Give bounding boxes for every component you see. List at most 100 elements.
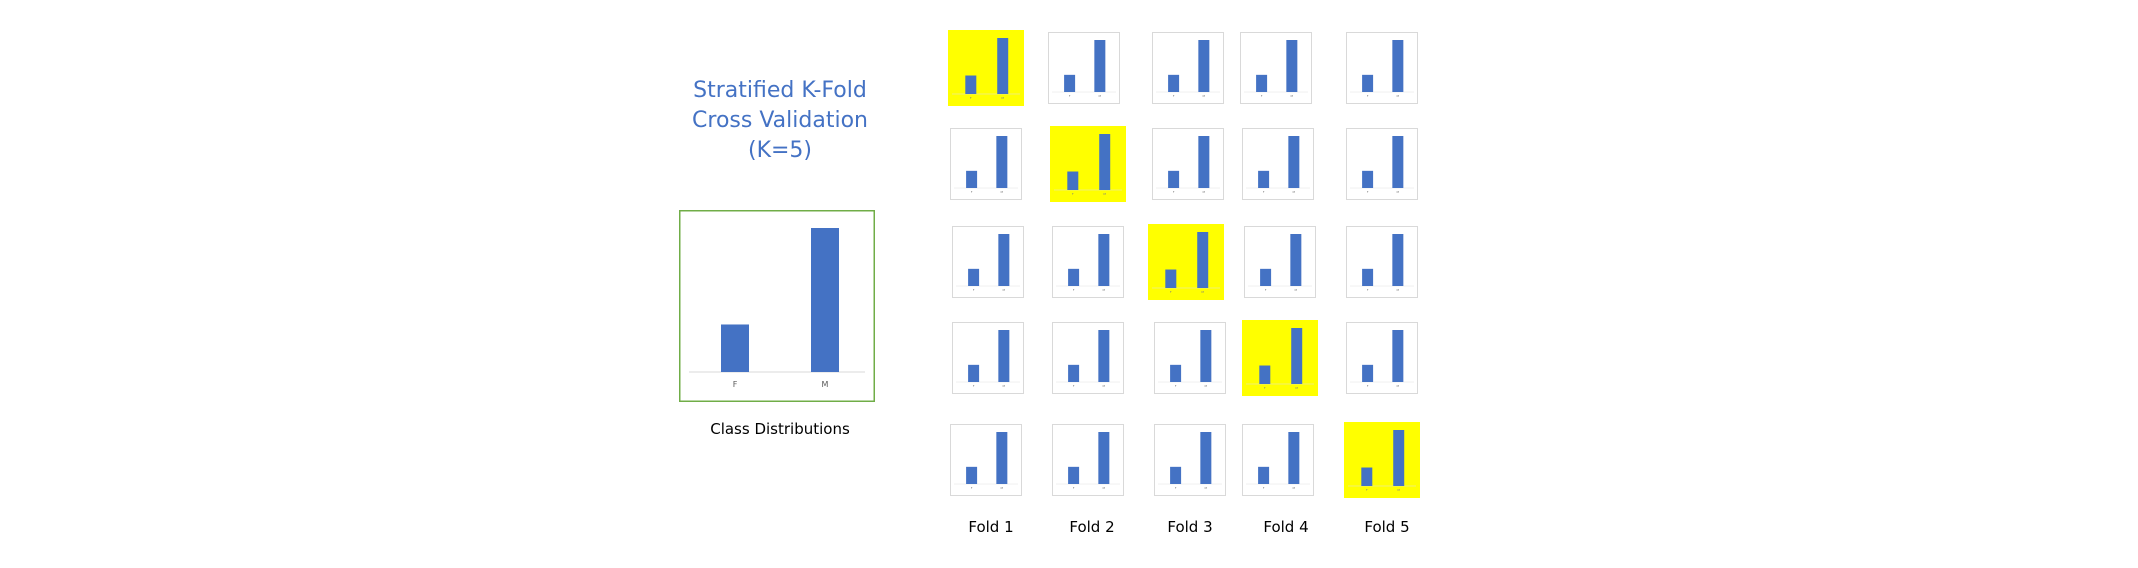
mini-bar-M: [1290, 234, 1302, 286]
mini-tick-label-F: F: [1367, 384, 1369, 388]
mini-chart-frame: [1242, 128, 1314, 200]
mini-tick-label-F: F: [1173, 94, 1175, 98]
test-fold-highlight: [1344, 422, 1420, 498]
mini-tick-label-M: M: [1291, 94, 1294, 98]
mini-tick-label-F: F: [971, 486, 973, 490]
mini-bar-F: [1256, 74, 1268, 92]
chart-caption: Class Distributions: [710, 420, 850, 438]
mini-chart-frame: [1240, 32, 1312, 104]
mini-tick-label-M: M: [1295, 386, 1298, 390]
mini-bar-F: [1362, 364, 1374, 382]
mini-bar-M: [1200, 432, 1212, 484]
mini-chart-frame: [1154, 322, 1226, 394]
mini-bar-F: [1170, 466, 1182, 484]
mini-bar-M: [1392, 234, 1404, 286]
bar-M: [811, 228, 839, 372]
mini-tick-label-M: M: [1103, 384, 1106, 388]
mini-tick-label-M: M: [1397, 384, 1400, 388]
mini-bar-M: [1291, 328, 1303, 384]
test-fold-highlight: [1242, 320, 1318, 396]
mini-bar-F: [1168, 74, 1180, 92]
mini-tick-label-F: F: [971, 190, 973, 194]
mini-bar-F: [966, 466, 978, 484]
mini-tick-label-M: M: [1001, 190, 1004, 194]
mini-bar-M: [996, 432, 1008, 484]
mini-bar-F: [1260, 268, 1272, 286]
test-fold-highlight: [1050, 126, 1126, 202]
mini-bar-M: [1099, 134, 1111, 190]
tick-label-F: F: [733, 380, 738, 389]
mini-tick-label-M: M: [1397, 488, 1400, 492]
mini-bar-M: [1098, 234, 1110, 286]
title-line-1: Stratified K-Fold: [693, 78, 867, 103]
mini-tick-label-F: F: [973, 288, 975, 292]
mini-tick-label-F: F: [1170, 290, 1172, 294]
mini-bar-F: [968, 268, 980, 286]
mini-bar-M: [996, 136, 1008, 188]
mini-bar-M: [1200, 330, 1212, 382]
mini-chart-frame: [1152, 32, 1224, 104]
mini-bar-F: [1258, 466, 1270, 484]
mini-tick-label-F: F: [1265, 288, 1267, 292]
mini-tick-label-F: F: [1073, 486, 1075, 490]
mini-bar-F: [965, 75, 977, 94]
mini-bar-F: [1362, 268, 1374, 286]
mini-tick-label-F: F: [1263, 486, 1265, 490]
mini-tick-label-M: M: [1103, 192, 1106, 196]
tick-label-M: M: [822, 380, 829, 389]
mini-tick-label-F: F: [1175, 384, 1177, 388]
mini-tick-label-M: M: [1099, 94, 1102, 98]
mini-tick-label-M: M: [1397, 288, 1400, 292]
mini-chart-frame: [1154, 424, 1226, 496]
mini-tick-label-M: M: [1293, 486, 1296, 490]
mini-chart-frame: [1242, 424, 1314, 496]
mini-bar-F: [1258, 170, 1270, 188]
mini-tick-label-M: M: [1001, 486, 1004, 490]
title-line-2: Cross Validation: [692, 108, 868, 133]
mini-chart-frame: [1152, 128, 1224, 200]
mini-bar-F: [1361, 467, 1373, 486]
mini-chart-frame: [1346, 32, 1418, 104]
test-fold-highlight: [948, 30, 1024, 106]
mini-bar-F: [1067, 171, 1079, 190]
mini-bar-F: [1362, 170, 1374, 188]
mini-bar-F: [1259, 365, 1271, 384]
mini-tick-label-M: M: [1205, 384, 1208, 388]
mini-bar-F: [1165, 269, 1177, 288]
test-fold-highlight: [1148, 224, 1224, 300]
diagram-title: Stratified K-Fold Cross Validation (K=5): [640, 76, 920, 166]
mini-bar-M: [1094, 40, 1106, 92]
mini-tick-label-M: M: [1293, 190, 1296, 194]
mini-chart-frame: [950, 128, 1022, 200]
mini-tick-label-F: F: [1073, 288, 1075, 292]
mini-bar-M: [998, 330, 1010, 382]
mini-tick-label-F: F: [1069, 94, 1071, 98]
chart-frame: [679, 210, 875, 402]
mini-tick-label-F: F: [1366, 488, 1368, 492]
mini-chart-frame: [1052, 226, 1124, 298]
mini-bar-F: [1170, 364, 1182, 382]
title-line-3: (K=5): [747, 138, 813, 163]
mini-bar-F: [966, 170, 978, 188]
mini-chart-frame: [1244, 226, 1316, 298]
mini-tick-label-F: F: [1264, 386, 1266, 390]
mini-tick-label-F: F: [1073, 384, 1075, 388]
mini-tick-label-F: F: [1072, 192, 1074, 196]
mini-bar-F: [968, 364, 980, 382]
